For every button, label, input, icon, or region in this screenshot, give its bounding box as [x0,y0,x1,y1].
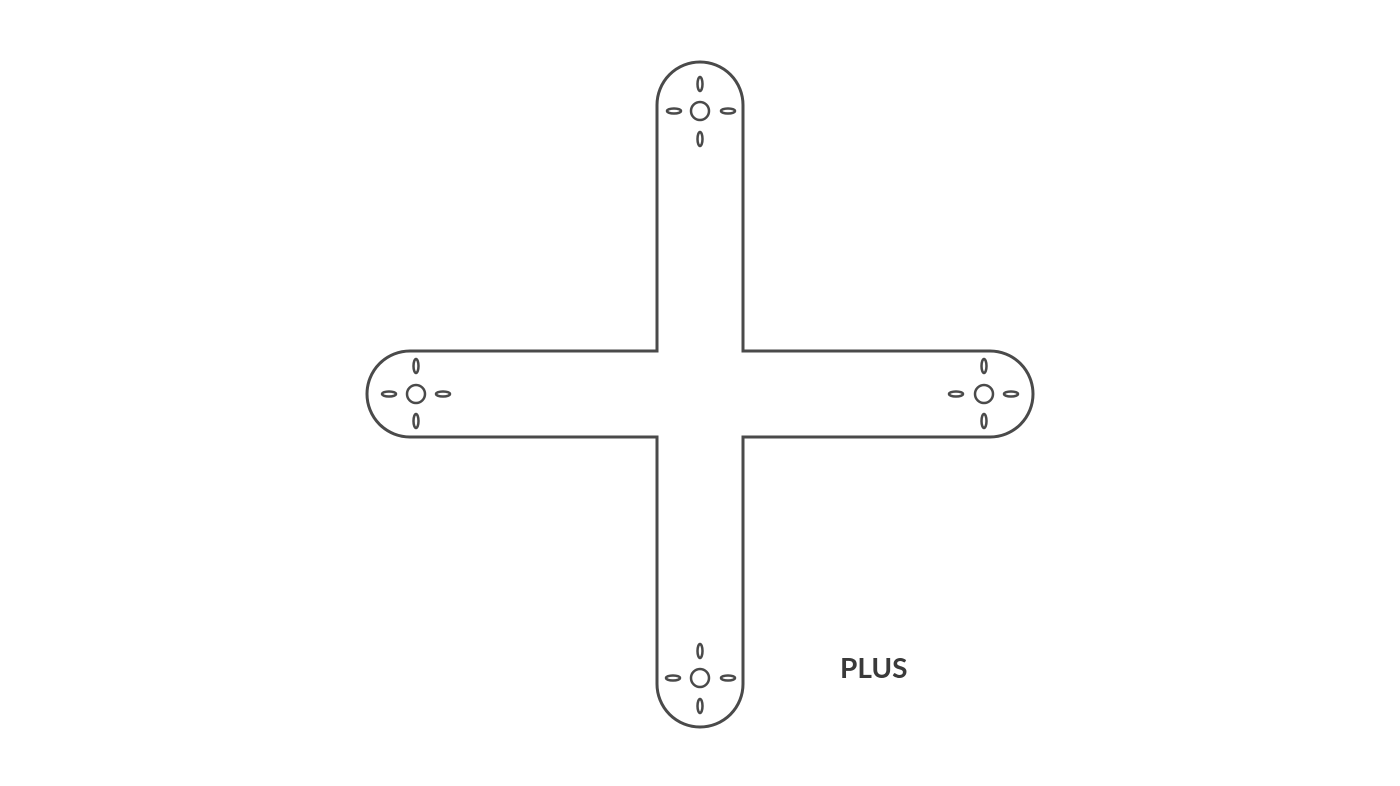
mount-right [947,357,1020,430]
mount-hole-left [405,383,427,405]
mount-slot-top-right [719,107,737,115]
mount-slot-top-down [696,130,704,148]
diagram-label: PLUS [840,650,907,684]
mount-slot-left-down [412,412,420,430]
mount-slot-bottom-right [719,674,737,682]
mount-slot-bottom-down [696,697,704,715]
mount-slot-right-down [980,412,988,430]
mount-slot-right-right [1002,390,1020,398]
mount-slot-right-left [947,390,965,398]
mount-hole-right [973,383,995,405]
mount-slot-bottom-left [664,674,682,682]
mount-left [380,357,452,430]
mount-slot-left-up [412,357,420,375]
mount-bottom [664,642,737,715]
mount-slot-top-up [696,75,704,93]
mount-slot-bottom-up [696,642,704,660]
mount-slot-left-right [434,390,452,398]
mount-slot-top-left [665,107,683,115]
mount-hole-top [689,100,711,122]
plus-bracket-outline [365,60,1035,729]
mount-slot-left-left [380,390,398,398]
mount-top [665,75,737,148]
mount-slot-right-up [980,357,988,375]
mount-hole-bottom [689,667,711,689]
